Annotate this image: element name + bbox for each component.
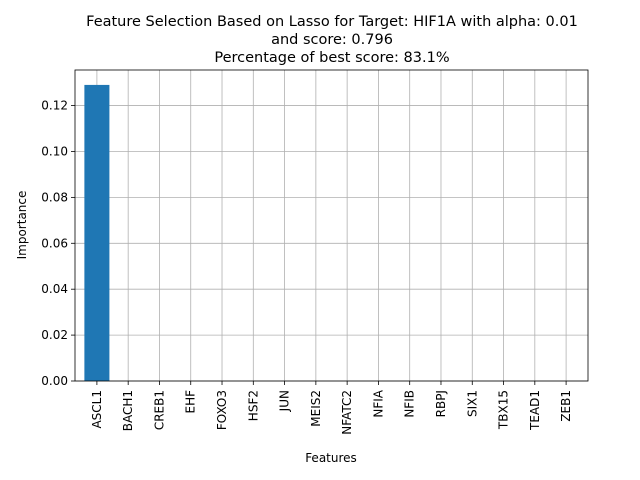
x-tick-label: JUN — [278, 390, 292, 412]
x-tick-label: ASCL1 — [90, 390, 104, 429]
y-tick-label: 0.06 — [41, 236, 68, 250]
x-tick-label: RBPJ — [434, 390, 448, 417]
y-tick-label: 0.04 — [41, 282, 68, 296]
x-tick-label: TEAD1 — [528, 390, 542, 431]
chart-title-line-1: Feature Selection Based on Lasso for Tar… — [86, 14, 578, 30]
y-tick-label: 0.02 — [41, 328, 68, 342]
x-axis: ASCL1 BACH1 CREB1 EHF FOXO3 HSF2 JUN MEIS2 NFATC… — [90, 381, 573, 435]
x-tick-label: NFATC2 — [340, 390, 354, 435]
y-axis: 0.00 0.02 0.04 0.06 0.08 0.10 0.12 — [41, 99, 75, 388]
x-tick-label: BACH1 — [121, 390, 135, 431]
x-tick-label: MEIS2 — [309, 390, 323, 427]
plot-frame — [74, 69, 589, 382]
x-tick-label: EHF — [184, 390, 198, 414]
chart-title-line-3: Percentage of best score: 83.1% — [214, 50, 449, 66]
x-tick-label: NFIB — [403, 390, 417, 418]
x-tick-label: SIX1 — [465, 390, 479, 417]
y-tick-label: 0.12 — [41, 99, 68, 113]
bar-ascl1 — [84, 84, 110, 381]
bars — [84, 84, 110, 381]
x-tick-label: TBX15 — [497, 390, 511, 430]
x-tick-label: CREB1 — [152, 390, 166, 430]
x-axis-label: Features — [305, 451, 357, 465]
x-tick-label: FOXO3 — [215, 390, 229, 430]
y-tick-label: 0.10 — [41, 144, 68, 158]
y-tick-label: 0.00 — [41, 374, 68, 388]
y-tick-label: 0.08 — [41, 190, 68, 204]
y-axis-label: Importance — [15, 191, 29, 260]
chart-title-line-2: and score: 0.796 — [271, 32, 393, 48]
x-tick-label: NFIA — [371, 389, 385, 417]
x-tick-label: ZEB1 — [559, 390, 573, 422]
x-tick-label: HSF2 — [246, 390, 260, 421]
grid — [75, 70, 588, 382]
